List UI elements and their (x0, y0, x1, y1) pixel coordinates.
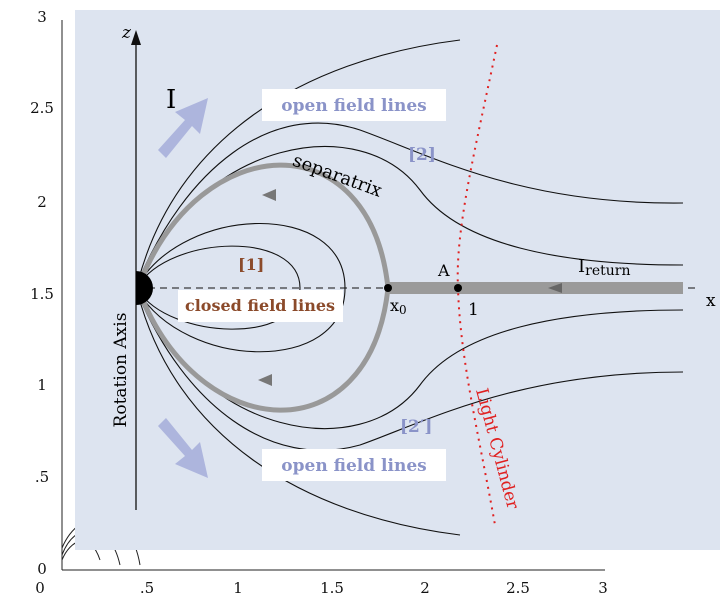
region-2p: [2′] (400, 417, 432, 437)
current-sheet (388, 282, 683, 294)
bottom-tick-label: 3 (598, 579, 608, 597)
left-tick-label: .5 (35, 468, 49, 486)
closed-label: closed field lines (185, 296, 335, 315)
left-tick-label: 3 (37, 8, 47, 26)
left-tick-label: 1.5 (30, 285, 54, 303)
bottom-tick-label: .5 (140, 579, 154, 597)
x0-sub: 0 (399, 303, 407, 317)
region-2: [2] (408, 145, 436, 165)
page: 32.521.51.50 0.511.522.53 z x I Ireturn … (0, 0, 720, 600)
region-1: [1] (238, 255, 264, 274)
bottom-tick-label: 0 (35, 579, 45, 597)
bottom-tick-label: 2 (420, 579, 430, 597)
point-a (454, 284, 462, 292)
rotation-axis-label: Rotation Axis (111, 313, 131, 428)
x-label: x (706, 291, 716, 311)
return-current-sub: return (585, 263, 630, 279)
point-a-label: A (437, 261, 450, 280)
z-label: z (121, 23, 132, 43)
left-tick-label: 1 (37, 376, 47, 394)
current-label: I (166, 85, 176, 115)
point-x0 (384, 284, 392, 292)
left-tick-label: 0 (37, 560, 47, 578)
return-current-main: I (578, 256, 585, 277)
left-ticks: 32.521.51.50 (30, 8, 54, 578)
open-bottom-label: open field lines (281, 456, 426, 476)
bottom-ticks: 0 .5 1 1.5 2 2.5 3 (35, 579, 608, 597)
left-tick-label: 2.5 (30, 99, 54, 117)
bottom-tick-label: 2.5 (506, 579, 530, 597)
open-top-label: open field lines (281, 96, 426, 116)
diagram: 32.521.51.50 0.511.522.53 z x I Ireturn … (0, 0, 720, 600)
point-one-label: 1 (468, 300, 479, 320)
left-tick-label: 2 (37, 193, 47, 211)
bottom-tick-label: 1 (233, 579, 243, 597)
bottom-tick-label: 1.5 (320, 579, 344, 597)
x0-main: x (390, 296, 399, 315)
